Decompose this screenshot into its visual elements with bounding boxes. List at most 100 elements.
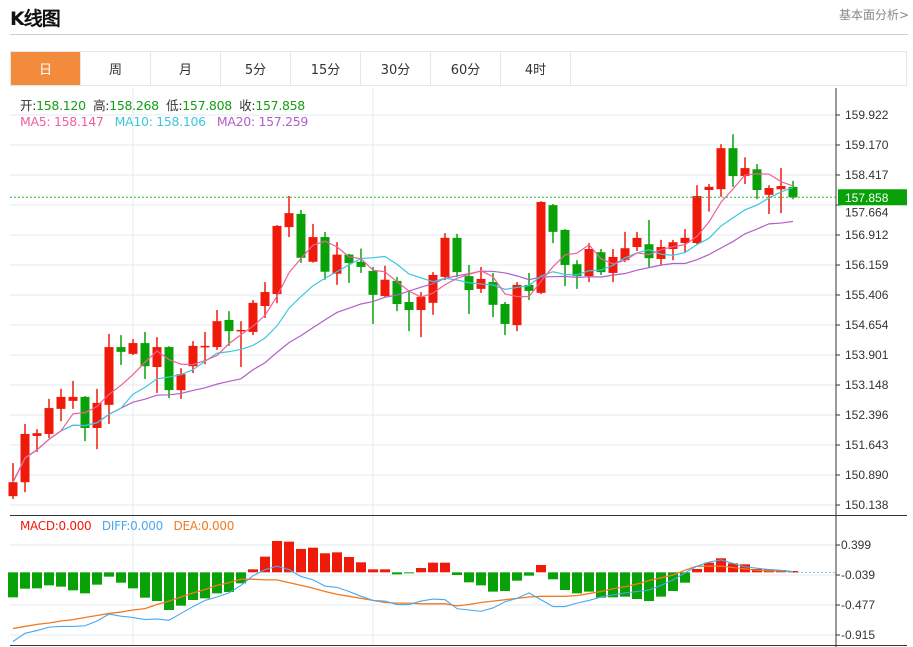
candle-up (680, 237, 690, 244)
candle-up (200, 345, 210, 348)
macd-tick-label: -0.477 (841, 598, 875, 612)
diff-line (12, 559, 794, 642)
candle-down (452, 237, 462, 273)
candle-up (656, 247, 666, 259)
tab-4hour[interactable]: 4时 (501, 52, 571, 85)
macd-bar-negative (464, 572, 474, 583)
tab-day[interactable]: 日 (11, 52, 81, 85)
candle-up (68, 396, 78, 401)
candle-up (128, 343, 138, 354)
candle-up (44, 408, 54, 434)
macd-bar-negative (236, 572, 246, 584)
candle-down (524, 284, 534, 291)
candle-down (368, 270, 378, 295)
candle-up (8, 482, 18, 497)
macd-bar-positive (368, 569, 378, 573)
candle-up (692, 195, 702, 244)
price-tick-label: 158.417 (845, 168, 889, 182)
macd-bar-positive (272, 540, 282, 573)
high-value: 158.268 (109, 98, 159, 113)
macd-bar-negative (152, 572, 162, 602)
tab-week[interactable]: 周 (81, 52, 151, 85)
candle-up (740, 168, 750, 177)
period-tabs: 日 周 月 5分 15分 30分 60分 4时 (10, 51, 907, 86)
candle-down (752, 169, 762, 191)
macd-bar-positive (380, 569, 390, 573)
ohlc-info: 开:158.120 高:158.268 低:157.808 收:157.858 (20, 95, 305, 114)
macd-bar-positive (320, 553, 330, 573)
diff-value: DIFF:0.000 (101, 519, 163, 533)
macd-bar-positive (356, 562, 366, 573)
candle-up (512, 284, 522, 326)
candle-up (380, 279, 390, 297)
macd-bar-negative (128, 572, 138, 589)
current-price-label: 157.858 (845, 191, 889, 205)
macd-bar-positive (428, 562, 438, 573)
macd-bar-negative (608, 572, 618, 598)
candle-down (224, 319, 234, 332)
price-tick-label: 151.643 (845, 438, 889, 452)
macd-bar-negative (620, 572, 630, 597)
candle-down (320, 237, 330, 272)
macd-bar-positive (536, 565, 546, 573)
macd-tick-label: 0.399 (841, 538, 871, 552)
macd-bar-negative (392, 572, 402, 575)
macd-tick-label: -0.039 (841, 568, 875, 582)
macd-bar-negative (20, 572, 30, 589)
candle-down (164, 347, 174, 391)
macd-bar-negative (680, 572, 690, 583)
macd-bar-positive (440, 562, 450, 573)
candle-up (104, 347, 114, 405)
candle-up (536, 201, 546, 293)
macd-bar-negative (584, 572, 594, 592)
candle-down (116, 347, 126, 352)
price-tick-label: 153.148 (845, 378, 889, 392)
tab-60min[interactable]: 60分 (431, 52, 501, 85)
candle-up (332, 254, 342, 274)
candle-up (260, 292, 270, 307)
candle-down (644, 244, 654, 259)
macd-bar-positive (344, 556, 354, 573)
candle-up (284, 213, 294, 228)
high-label: 高: (93, 98, 110, 113)
macd-bar-negative (92, 572, 102, 585)
candle-up (416, 296, 426, 310)
tab-5min[interactable]: 5分 (221, 52, 291, 85)
ma5-line (12, 173, 794, 483)
candle-up (308, 237, 318, 262)
macd-bar-negative (164, 572, 174, 610)
tab-30min[interactable]: 30分 (361, 52, 431, 85)
macd-bar-negative (32, 572, 42, 589)
price-tick-label: 155.406 (845, 288, 889, 302)
macd-bar-negative (524, 572, 534, 576)
candle-up (236, 329, 246, 332)
macd-bar-negative (500, 572, 510, 592)
macd-bar-positive (296, 548, 306, 573)
price-tick-label: 152.396 (845, 408, 889, 422)
price-tick-label: 159.170 (845, 138, 889, 152)
open-label: 开: (20, 98, 37, 113)
macd-bar-negative (212, 572, 222, 594)
candle-up (188, 345, 198, 367)
macd-bar-positive (692, 568, 702, 573)
low-value: 157.808 (182, 98, 232, 113)
macd-bar-positive (260, 556, 270, 573)
macd-bar-negative (656, 572, 666, 597)
price-tick-label: 156.159 (845, 258, 889, 272)
price-tick-label: 153.901 (845, 348, 889, 362)
ma10-line (12, 186, 794, 483)
candle-up (632, 237, 642, 248)
fundamental-analysis-link[interactable]: 基本面分析> (838, 8, 909, 22)
tab-15min[interactable]: 15分 (291, 52, 361, 85)
tab-month[interactable]: 月 (151, 52, 221, 85)
macd-bar-negative (68, 572, 78, 591)
current-price-badge (838, 189, 907, 206)
open-value: 158.120 (36, 98, 86, 113)
macd-bar-negative (476, 572, 486, 586)
macd-bar-positive (704, 562, 714, 573)
ma-info: MA5: 158.147 MA10: 158.106 MA20: 157.259 (20, 114, 308, 129)
candle-down (404, 302, 414, 310)
ma10-value: MA10: 158.106 (114, 114, 207, 129)
price-tick-label: 150.890 (845, 468, 889, 482)
